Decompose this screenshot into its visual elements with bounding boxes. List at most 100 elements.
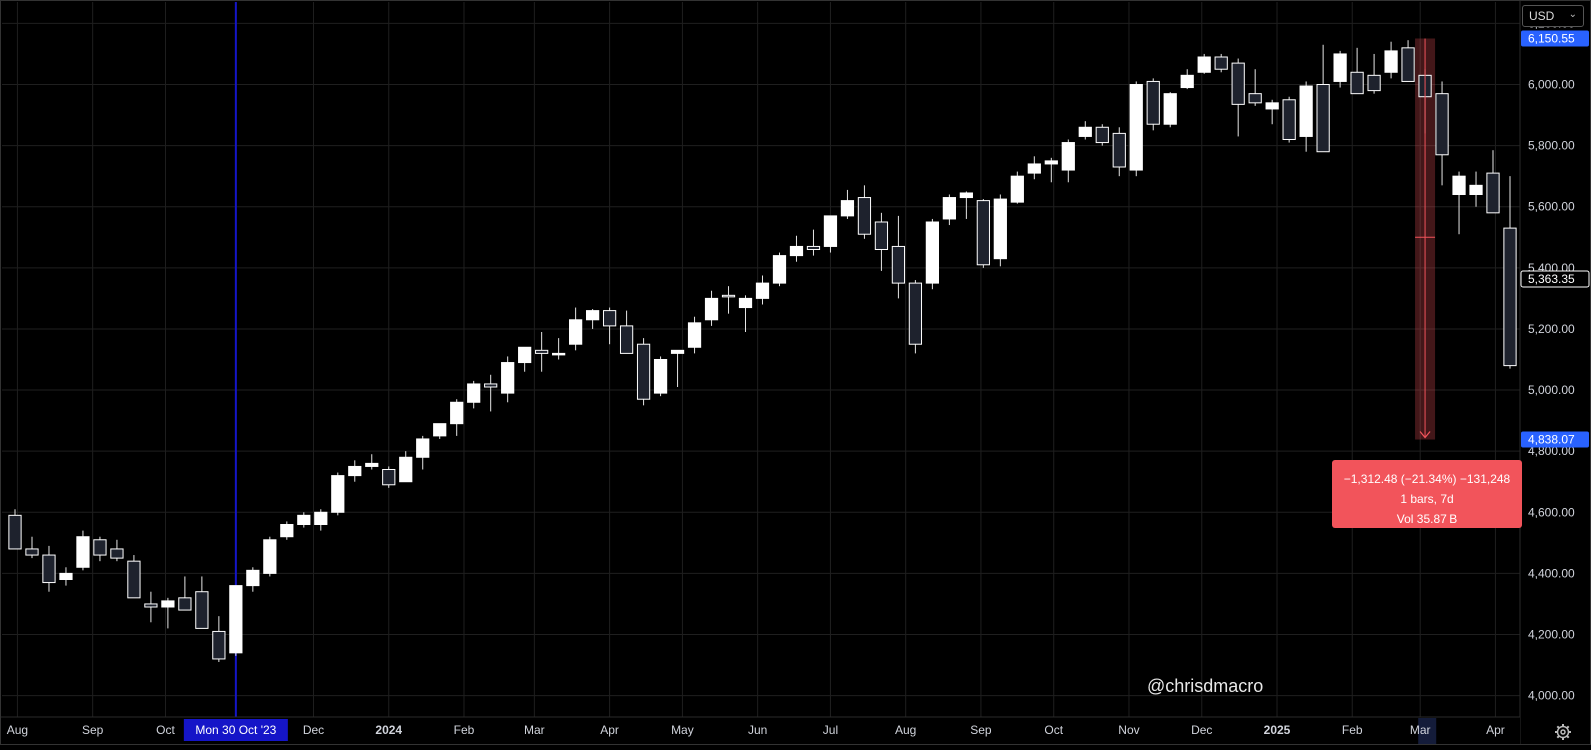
currency-selector[interactable]: USD ⌄ [1522,5,1584,27]
candle-body[interactable] [1061,142,1075,171]
candle-body[interactable] [518,346,532,364]
candle-body[interactable] [195,591,209,629]
price-tick-label: 5,000.00 [1528,383,1575,397]
candle-body[interactable] [636,343,651,400]
candle-body[interactable] [1452,175,1466,196]
candle-body[interactable] [1010,175,1024,203]
chevron-down-icon: ⌄ [1568,9,1577,20]
candle-body[interactable] [127,560,141,599]
candle-body[interactable] [704,297,719,321]
candle-body[interactable] [959,192,973,199]
candle-body[interactable] [331,475,345,513]
candle-body[interactable] [1146,80,1160,125]
candle-body[interactable] [1367,74,1381,92]
candle-body[interactable] [840,200,855,217]
candle-body[interactable] [178,597,192,611]
candle-body[interactable] [1469,184,1483,195]
candle-body[interactable] [1282,99,1296,140]
candle-body[interactable] [76,536,90,568]
candle-body[interactable] [535,349,549,354]
candle-body[interactable] [1044,160,1058,165]
candle-body[interactable] [1299,85,1313,137]
candle-body[interactable] [1078,126,1092,137]
candle-body[interactable] [687,322,702,348]
candle-body[interactable] [789,245,804,257]
candle-body[interactable] [229,585,243,654]
candle-body[interactable] [1265,102,1279,110]
time-tick-label: May [671,723,694,737]
candle-body[interactable] [1503,227,1517,367]
candle-body[interactable] [738,297,753,309]
candle-body[interactable] [653,359,668,394]
candle-body[interactable] [280,524,294,538]
candle-body[interactable] [1384,50,1398,73]
candle-body[interactable] [874,221,889,250]
candle-body[interactable] [1197,56,1211,73]
candle-body[interactable] [908,282,923,345]
candle-body[interactable] [772,255,787,284]
candle-body[interactable] [823,215,838,247]
candle-body[interactable] [1129,84,1143,171]
candle-body[interactable] [1112,132,1126,168]
candle-body[interactable] [1350,71,1364,95]
measure-change-text: −1,312.48 (−21.34%) −131,248 [1343,472,1511,486]
candle-body[interactable] [1180,74,1194,89]
candle-body[interactable] [246,569,260,587]
candle-body[interactable] [755,282,770,299]
candle-body[interactable] [59,572,73,581]
candle-body[interactable] [212,630,226,660]
candle-body[interactable] [110,548,124,559]
candle-body[interactable] [942,197,956,220]
candle-body[interactable] [314,511,328,525]
candle-body[interactable] [399,456,413,483]
candle-body[interactable] [1248,93,1262,104]
candle-body[interactable] [93,539,107,556]
crosshair-date-label: Mon 30 Oct '23 [195,723,276,737]
candle-body[interactable] [857,197,872,235]
candle-body[interactable] [1401,47,1415,82]
candle-body[interactable] [1316,84,1330,153]
candle-body[interactable] [8,514,22,550]
candle-body[interactable] [365,462,379,467]
candle-body[interactable] [569,319,583,345]
candle-body[interactable] [42,554,56,584]
candle-body[interactable] [1027,163,1041,174]
gear-icon[interactable] [1554,723,1572,741]
candle-body[interactable] [619,325,634,354]
candle-body[interactable] [891,245,906,284]
candle-body[interactable] [144,603,158,608]
candle-body[interactable] [1486,172,1500,214]
candle-body[interactable] [161,600,175,608]
measure-tooltip: −1,312.48 (−21.34%) −131,248 1 bars, 7d … [1332,460,1522,528]
candle-body[interactable] [484,383,498,388]
candle-body[interactable] [721,294,736,298]
candle-body[interactable] [1214,56,1228,70]
candle-body[interactable] [467,383,481,403]
candle-body[interactable] [806,245,821,250]
candle-body[interactable] [1435,93,1449,156]
candle-body[interactable] [1333,53,1347,82]
candle-body[interactable] [976,200,990,266]
candle-body[interactable] [382,469,396,486]
candle-body[interactable] [450,401,464,425]
candle-body[interactable] [1095,126,1109,144]
candle-body[interactable] [263,539,277,574]
candle-body[interactable] [925,221,940,284]
candle-body[interactable] [297,514,311,525]
measure-volume-text: Vol 35.87 B [1396,512,1458,526]
candle-body[interactable] [670,349,685,354]
candle-body[interactable] [501,362,515,394]
candle-body[interactable] [993,198,1007,260]
candle-body[interactable] [585,310,600,321]
candle-body[interactable] [348,465,362,477]
candle-body[interactable] [433,423,447,437]
candle-body[interactable] [1231,62,1245,105]
candle-body[interactable] [1163,93,1177,125]
time-tick-label: Nov [1118,723,1139,737]
candle-body[interactable] [602,310,617,327]
candle-body[interactable] [552,352,566,356]
candle-body[interactable] [416,438,430,458]
candle-body[interactable] [25,548,39,556]
